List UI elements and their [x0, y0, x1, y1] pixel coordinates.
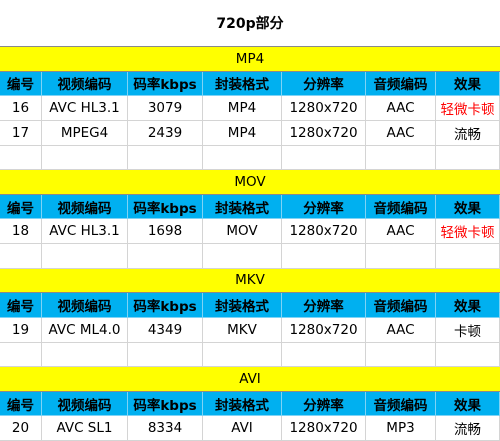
- column-header: 视频编码: [42, 293, 128, 318]
- empty-cell: [42, 145, 128, 171]
- column-header: 视频编码: [42, 391, 128, 417]
- column-header: 效果: [436, 293, 500, 318]
- table-cell: 18: [0, 219, 42, 244]
- empty-cell: [203, 244, 282, 269]
- empty-cell: [42, 244, 128, 269]
- empty-cell: [366, 244, 436, 269]
- column-header: 音频编码: [366, 293, 436, 318]
- table-cell: AAC: [366, 219, 436, 244]
- column-header: 封装格式: [203, 391, 282, 417]
- table-cell: AVC HL3.1: [42, 96, 128, 121]
- table-cell: AAC: [366, 96, 436, 121]
- table-cell: 1280x720: [282, 219, 366, 244]
- column-header: 视频编码: [42, 71, 128, 97]
- table-cell: 卡顿: [436, 317, 500, 343]
- column-header: 编号: [0, 293, 42, 318]
- table-cell: 3079: [128, 96, 203, 121]
- empty-cell: [282, 145, 366, 171]
- table-cell: 4349: [128, 317, 203, 343]
- empty-cell: [436, 342, 500, 368]
- table-cell: 8334: [128, 416, 203, 441]
- column-header: 码率kbps: [128, 391, 203, 417]
- table-cell: MP4: [203, 96, 282, 121]
- column-header: 音频编码: [366, 391, 436, 417]
- table-cell: AVC ML4.0: [42, 317, 128, 343]
- section-name: MOV: [0, 170, 500, 195]
- table-cell: AVC SL1: [42, 416, 128, 441]
- table-cell: 轻微卡顿: [436, 219, 500, 244]
- table-cell: AAC: [366, 317, 436, 343]
- column-header: 效果: [436, 391, 500, 417]
- table-cell: 19: [0, 317, 42, 343]
- column-header: 音频编码: [366, 71, 436, 97]
- column-header: 音频编码: [366, 194, 436, 220]
- table-cell: AAC: [366, 120, 436, 146]
- empty-cell: [282, 244, 366, 269]
- empty-cell: [366, 145, 436, 171]
- table-cell: 1280x720: [282, 120, 366, 146]
- table-cell: MOV: [203, 219, 282, 244]
- empty-cell: [42, 342, 128, 368]
- empty-cell: [128, 244, 203, 269]
- table-cell: 20: [0, 416, 42, 441]
- column-header: 码率kbps: [128, 293, 203, 318]
- column-header: 分辨率: [282, 71, 366, 97]
- column-header: 视频编码: [42, 194, 128, 220]
- table-cell: MKV: [203, 317, 282, 343]
- table-cell: 1698: [128, 219, 203, 244]
- column-header: 分辨率: [282, 194, 366, 220]
- table-cell: 2439: [128, 120, 203, 146]
- table-cell: 16: [0, 96, 42, 121]
- column-header: 编号: [0, 391, 42, 417]
- empty-cell: [0, 145, 42, 171]
- empty-cell: [0, 342, 42, 368]
- table-cell: AVI: [203, 416, 282, 441]
- column-header: 编号: [0, 71, 42, 97]
- table-cell: 流畅: [436, 120, 500, 146]
- empty-cell: [436, 145, 500, 171]
- column-header: 编号: [0, 194, 42, 220]
- empty-cell: [436, 244, 500, 269]
- column-header: 效果: [436, 71, 500, 97]
- table-cell: 轻微卡顿: [436, 96, 500, 121]
- table-cell: 1280x720: [282, 416, 366, 441]
- table-cell: MPEG4: [42, 120, 128, 146]
- column-header: 封装格式: [203, 194, 282, 220]
- table-cell: 17: [0, 120, 42, 146]
- table-cell: AVC HL3.1: [42, 219, 128, 244]
- empty-cell: [203, 145, 282, 171]
- table-cell: 流畅: [436, 416, 500, 441]
- empty-cell: [128, 342, 203, 368]
- empty-cell: [366, 342, 436, 368]
- table-cell: MP4: [203, 120, 282, 146]
- empty-cell: [203, 342, 282, 368]
- column-header: 封装格式: [203, 293, 282, 318]
- empty-cell: [282, 342, 366, 368]
- table-cell: 1280x720: [282, 317, 366, 343]
- column-header: 分辨率: [282, 391, 366, 417]
- column-header: 效果: [436, 194, 500, 220]
- empty-cell: [128, 145, 203, 171]
- column-header: 分辨率: [282, 293, 366, 318]
- column-header: 封装格式: [203, 71, 282, 97]
- section-name: AVI: [0, 367, 500, 392]
- column-header: 码率kbps: [128, 194, 203, 220]
- column-header: 码率kbps: [128, 71, 203, 97]
- empty-cell: [0, 244, 42, 269]
- section-name: MKV: [0, 268, 500, 294]
- table-cell: 1280x720: [282, 96, 366, 121]
- title: 720p部分: [0, 0, 500, 47]
- section-name: MP4: [0, 47, 500, 72]
- table-cell: MP3: [366, 416, 436, 441]
